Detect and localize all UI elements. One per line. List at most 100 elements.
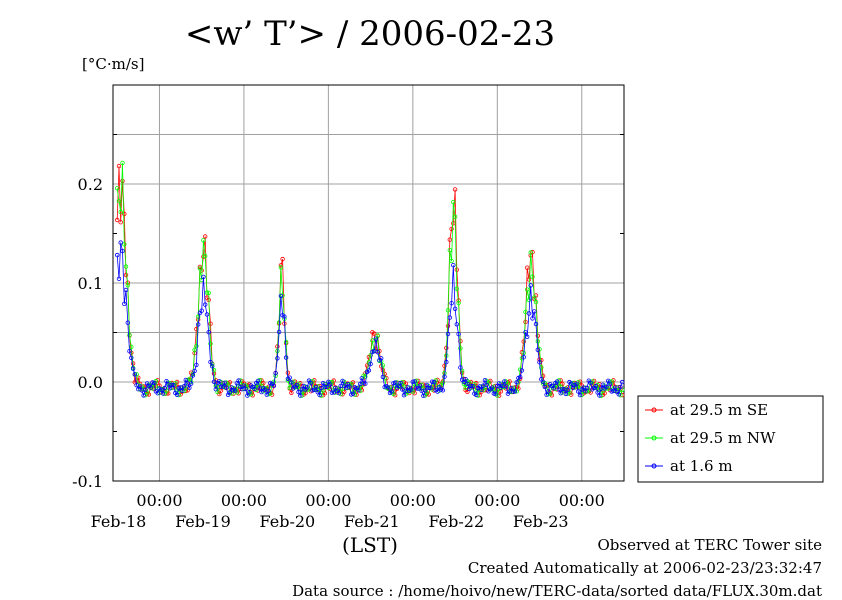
data-point: [458, 365, 463, 370]
data-point: [584, 385, 590, 391]
data-point: [122, 301, 127, 306]
plot-frame: [112, 84, 625, 482]
data-point: [565, 387, 570, 393]
data-point: [431, 379, 437, 385]
data-point: [512, 389, 518, 394]
y-tick-label: -0.1: [72, 472, 103, 491]
data-point: [530, 274, 535, 279]
data-point: [470, 383, 475, 389]
data-point: [127, 349, 132, 354]
data-point: [171, 382, 176, 388]
data-point: [528, 250, 533, 255]
data-point: [211, 367, 217, 373]
data-point: [236, 378, 241, 383]
data-point: [366, 368, 372, 373]
data-point: [493, 391, 498, 397]
data-point: [533, 299, 539, 305]
data-point: [209, 364, 215, 369]
data-point: [278, 265, 284, 270]
data-point: [232, 388, 238, 393]
data-point: [574, 381, 579, 386]
data-point: [544, 392, 549, 397]
data-point: [449, 258, 454, 264]
data-point: [276, 329, 282, 335]
data-point: [227, 390, 232, 395]
data-point: [445, 308, 451, 313]
data-point: [123, 264, 129, 269]
data-point: [417, 383, 423, 388]
data-point: [183, 377, 188, 383]
data-point: [514, 380, 519, 385]
data-point: [282, 314, 287, 319]
data-point: [558, 391, 563, 396]
data-point: [530, 249, 535, 255]
data-point: [454, 322, 459, 327]
data-point: [208, 341, 213, 346]
data-point: [458, 346, 463, 351]
data-point: [454, 267, 459, 272]
data-point: [526, 297, 532, 303]
data-point: [502, 379, 507, 384]
data-point: [489, 385, 495, 390]
data-point: [192, 347, 197, 352]
data-point: [174, 392, 180, 397]
data-point: [496, 381, 502, 386]
data-point: [243, 386, 248, 392]
data-point: [465, 381, 470, 386]
data-point: [373, 337, 379, 343]
data-point: [280, 256, 285, 262]
data-point: [509, 385, 514, 391]
data-point: [116, 276, 122, 281]
data-point: [440, 380, 445, 386]
data-point: [533, 321, 539, 327]
data-point: [123, 272, 129, 278]
data-point: [447, 237, 452, 242]
data-point: [255, 378, 261, 384]
data-point: [459, 368, 465, 373]
data-point: [246, 390, 252, 395]
data-point: [150, 380, 155, 385]
data-point: [371, 331, 377, 336]
data-point: [449, 301, 454, 306]
data-point: [435, 389, 440, 394]
data-point: [583, 389, 588, 394]
legend-swatch-marker: [651, 463, 657, 469]
data-point: [532, 309, 537, 314]
footer-observed-site: Observed at TERC Tower site: [597, 536, 822, 554]
data-point: [167, 386, 173, 391]
data-point: [444, 359, 449, 365]
data-point: [474, 392, 479, 398]
data-point: [141, 393, 146, 398]
data-point: [447, 315, 452, 320]
data-point: [340, 378, 345, 384]
data-point: [530, 316, 535, 321]
data-point: [468, 383, 474, 389]
data-point: [169, 382, 174, 387]
data-point: [329, 390, 335, 395]
data-point: [122, 211, 127, 217]
data-point: [588, 380, 593, 386]
x-tick-time: 00:00: [390, 491, 436, 510]
data-point: [560, 386, 565, 392]
data-point: [322, 384, 328, 390]
data-point: [127, 332, 132, 338]
data-point: [120, 160, 125, 166]
data-point: [195, 322, 201, 327]
x-tick-date: Feb-18: [91, 512, 147, 531]
x-tick-time: 00:00: [136, 491, 182, 510]
data-point: [540, 379, 546, 385]
data-point: [266, 388, 271, 394]
x-tick-date: Feb-19: [175, 512, 231, 531]
data-point: [542, 384, 547, 390]
x-axis-label: (LST): [342, 533, 398, 557]
data-point: [607, 381, 613, 386]
data-point: [308, 380, 313, 386]
data-point: [525, 287, 530, 292]
data-point: [283, 355, 289, 360]
data-point: [393, 380, 398, 385]
data-point: [313, 385, 319, 390]
x-tick-date: Feb-23: [513, 512, 569, 531]
data-point: [521, 355, 526, 360]
data-point: [264, 392, 269, 397]
